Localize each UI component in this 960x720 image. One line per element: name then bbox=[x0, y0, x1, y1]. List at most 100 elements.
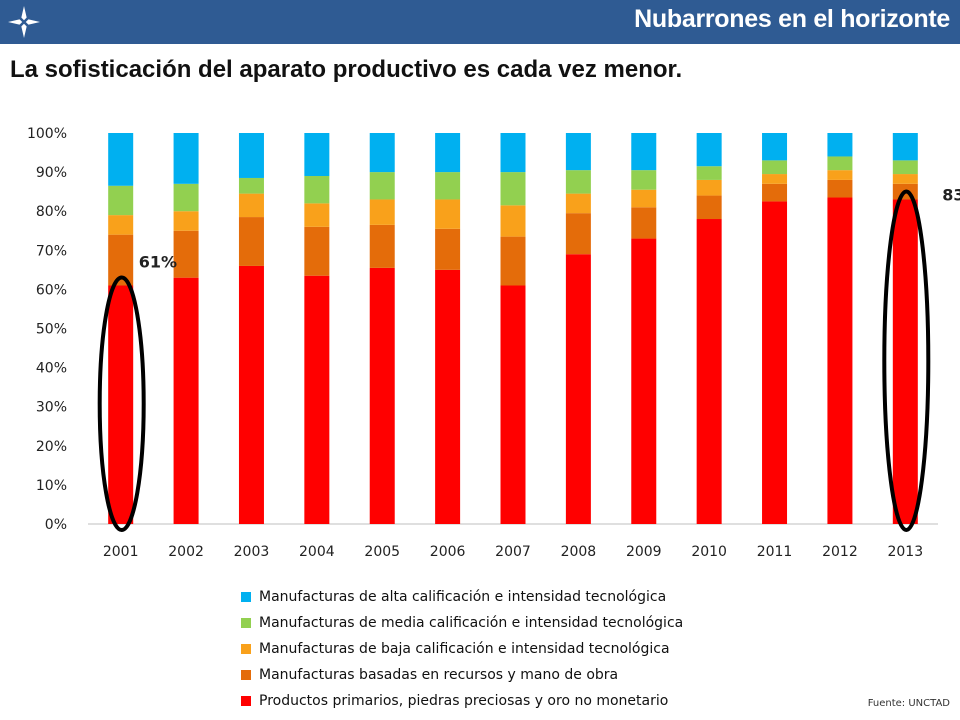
y-tick-label: 0% bbox=[45, 517, 67, 533]
chart-legend: Manufacturas de alta calificación e inte… bbox=[241, 584, 683, 714]
y-tick-label: 10% bbox=[36, 478, 67, 494]
bar-segment bbox=[631, 207, 657, 239]
legend-item: Productos primarios, piedras preciosas y… bbox=[241, 688, 683, 714]
bar-segment bbox=[435, 133, 461, 173]
legend-label: Manufacturas de alta calificación e inte… bbox=[259, 589, 667, 605]
bar-segment bbox=[304, 133, 330, 177]
x-tick-label: 2004 bbox=[299, 544, 335, 560]
y-tick-label: 30% bbox=[36, 400, 67, 416]
bar-segment bbox=[892, 174, 918, 184]
bar-segment bbox=[435, 172, 461, 200]
bar-segment bbox=[500, 205, 526, 237]
y-tick-label: 80% bbox=[36, 204, 67, 220]
x-tick-label: 2013 bbox=[887, 544, 923, 560]
bar-segment bbox=[108, 215, 134, 235]
x-tick-label: 2009 bbox=[626, 544, 662, 560]
bar-segment bbox=[304, 226, 330, 276]
bar-segment bbox=[696, 133, 722, 167]
x-tick-label: 2006 bbox=[430, 544, 466, 560]
bar-segment bbox=[500, 133, 526, 173]
bar-segment bbox=[892, 133, 918, 161]
bar-segment bbox=[696, 195, 722, 220]
bar-segment bbox=[304, 203, 330, 227]
x-tick-label: 2001 bbox=[103, 544, 139, 560]
highlight-ellipse bbox=[97, 275, 146, 532]
legend-swatch bbox=[241, 644, 251, 654]
bar-segment bbox=[238, 193, 264, 218]
bar-segment bbox=[435, 228, 461, 270]
bar-segment bbox=[238, 133, 264, 178]
bar-segment bbox=[500, 285, 526, 524]
y-tick-label: 20% bbox=[36, 439, 67, 455]
legend-item: Manufacturas basadas en recursos y mano … bbox=[241, 662, 683, 688]
bar-segment bbox=[173, 277, 199, 524]
slide-title: La sofisticación del aparato productivo … bbox=[10, 56, 683, 83]
bar-segment bbox=[696, 179, 722, 196]
bar-segment bbox=[827, 170, 853, 180]
bar-segment bbox=[696, 219, 722, 524]
bar-segment bbox=[827, 179, 853, 198]
legend-item: Manufacturas de baja calificación e inte… bbox=[241, 636, 683, 662]
bar-segment bbox=[500, 172, 526, 206]
source-note: Fuente: UNCTAD bbox=[867, 698, 950, 709]
star-logo-icon bbox=[8, 6, 40, 38]
x-tick-label: 2002 bbox=[168, 544, 204, 560]
legend-item: Manufacturas de media calificación e int… bbox=[241, 610, 683, 636]
bar-segment bbox=[762, 133, 788, 161]
y-tick-label: 60% bbox=[36, 282, 67, 298]
annotation-label: 61% bbox=[139, 252, 177, 271]
bar-segment bbox=[565, 213, 591, 255]
bar-segment bbox=[435, 199, 461, 229]
bar-segment bbox=[369, 267, 395, 524]
x-tick-label: 2007 bbox=[495, 544, 531, 560]
bar-segment bbox=[762, 183, 788, 202]
bar-segment bbox=[827, 197, 853, 524]
bar-segment bbox=[173, 133, 199, 184]
bar-segment bbox=[565, 170, 591, 194]
bar-segment bbox=[565, 254, 591, 524]
bar-segment bbox=[108, 285, 134, 524]
bar-segment bbox=[369, 172, 395, 200]
x-tick-label: 2003 bbox=[234, 544, 270, 560]
bar-segment bbox=[631, 170, 657, 190]
bar-segment bbox=[762, 201, 788, 525]
y-tick-label: 90% bbox=[36, 165, 67, 181]
bar-segment bbox=[892, 160, 918, 175]
bar-segment bbox=[173, 211, 199, 231]
bar-segment bbox=[631, 133, 657, 171]
bar-segment bbox=[304, 275, 330, 524]
y-tick-label: 70% bbox=[36, 243, 67, 259]
bar-segment bbox=[631, 189, 657, 208]
legend-swatch bbox=[241, 670, 251, 680]
bar-segment bbox=[369, 224, 395, 268]
bar-segment bbox=[696, 166, 722, 180]
bar-segment bbox=[369, 133, 395, 173]
y-tick-label: 40% bbox=[36, 361, 67, 377]
bar-segment bbox=[762, 160, 788, 175]
deck-title: Nubarrones en el horizonte bbox=[634, 5, 950, 33]
bar-segment bbox=[631, 238, 657, 524]
legend-label: Manufacturas de baja calificación e inte… bbox=[259, 641, 670, 657]
x-tick-label: 2011 bbox=[757, 544, 793, 560]
bar-segment bbox=[369, 199, 395, 225]
annotation-label: 83% bbox=[942, 185, 960, 204]
bar-segment bbox=[173, 183, 199, 212]
bar-segment bbox=[827, 156, 853, 171]
header-bar bbox=[0, 0, 960, 44]
x-tick-label: 2010 bbox=[691, 544, 727, 560]
stacked-bar-chart: 0% 10% 20% 30% 40% 50% 60% 70% 80% 90% 100% 2001 200… bbox=[27, 126, 960, 560]
bar-segment bbox=[304, 176, 330, 204]
bar-segment bbox=[762, 174, 788, 184]
bar-segment bbox=[500, 236, 526, 286]
legend-swatch bbox=[241, 592, 251, 602]
x-tick-label: 2008 bbox=[561, 544, 597, 560]
legend-label: Manufacturas de media calificación e int… bbox=[259, 615, 684, 631]
legend-item: Manufacturas de alta calificación e inte… bbox=[241, 584, 683, 610]
bar-segment bbox=[827, 133, 853, 157]
legend-swatch bbox=[241, 696, 251, 706]
legend-swatch bbox=[241, 618, 251, 628]
bar-segment bbox=[435, 269, 461, 524]
bar-segment bbox=[565, 193, 591, 214]
bar-segment bbox=[238, 177, 264, 194]
legend-label: Productos primarios, piedras preciosas y… bbox=[259, 693, 669, 709]
